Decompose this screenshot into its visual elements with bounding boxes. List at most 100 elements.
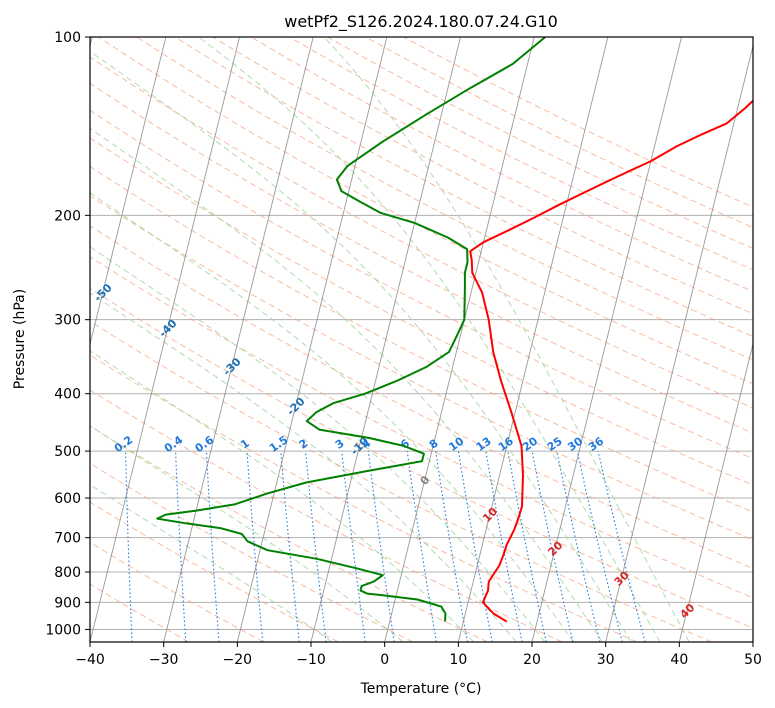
mixing-ratio-label: 3 [333,437,347,452]
dry-adiabats [90,37,753,642]
mixing-ratio-line [507,451,547,642]
dry-adiabat [250,37,753,293]
moist-adiabat [90,50,632,642]
x-axis-ticks: −40 −30 −20 −10 0 10 20 30 40 50 [75,642,762,668]
mixing-ratio-line [205,451,220,642]
y-axis-ticks: 1000 900 800 700 600 500 400 300 200 100 [45,30,90,638]
isotherm [678,342,753,642]
dry-adiabat [90,82,753,434]
moist-adiabat [90,292,517,642]
isotherm-label: -30 [220,355,243,378]
mixing-ratio-line [125,451,133,642]
mixing-ratio-line [576,450,623,642]
mixing-ratio-label: 1.5 [267,433,290,455]
sounding-profiles [156,37,753,623]
mixing-ratio-line [280,451,300,642]
y-tick-label: 900 [54,595,81,611]
x-tick-label: −30 [149,652,179,668]
dry-adiabat [136,37,753,361]
chart-title: wetPf2_S126.2024.180.07.24.G10 [284,12,558,32]
x-tick-label: 20 [523,652,541,668]
mixing-ratio-line [457,451,493,642]
mixing-ratio-line [341,451,366,642]
y-tick-label: 600 [54,491,81,507]
dry-adiabat [90,425,488,642]
isotherms [90,37,753,642]
y-tick-label: 100 [54,30,81,46]
dry-adiabat [90,462,414,642]
x-tick-label: 10 [449,652,467,668]
x-tick-label: 0 [380,652,389,668]
dry-adiabat [212,37,753,315]
isotherm [531,37,682,642]
y-tick-label: 500 [54,444,81,460]
plot-area: -100-90-80-70-60-50-40-30-20-10010203040… [28,37,753,642]
plot-frame [89,36,754,643]
y-axis-label: Pressure (hPa) [12,289,28,389]
x-axis-label: Temperature (°C) [360,681,482,697]
mixing-ratio-line [597,450,646,642]
mixing-ratio-labels: 0.1 0.2 0.4 0.6 1 1.5 2 3 4 6 8 10 13 16 20 25 30 36 [112,433,607,455]
mixing-ratio-line [406,451,437,642]
x-tick-label: 40 [670,652,688,668]
moist-adiabat [90,484,333,642]
isotherm [163,37,314,642]
y-tick-label: 800 [54,565,81,581]
y-tick-label: 200 [54,208,81,224]
x-tick-label: −20 [223,652,253,668]
dry-adiabat [90,195,753,541]
mixing-ratio-line [556,450,601,642]
temperature-line [469,99,753,623]
mixing-ratio-line [175,451,187,642]
dry-adiabat [90,583,190,642]
dry-adiabat [90,541,264,642]
y-tick-label: 400 [54,387,81,403]
isotherm-label: -60 [28,238,51,261]
dry-adiabat [90,389,563,642]
isotherm [90,37,167,346]
dry-adiabat [90,320,712,642]
isotherm-label: -50 [91,281,114,304]
isotherm [310,37,461,642]
isotherm-label: 20 [545,539,565,559]
x-tick-label: 50 [744,652,762,668]
moist-adiabat [90,350,475,642]
dry-adiabat [98,37,753,385]
dry-adiabat [90,56,753,409]
x-tick-label: −10 [296,652,326,668]
isotherm-label: 40 [677,601,697,621]
moist-adiabat [90,246,546,642]
pressure-gridlines [90,37,753,630]
y-tick-label: 300 [54,313,81,329]
isotherm [384,37,535,642]
mixing-ratio-line [531,450,574,642]
moist-adiabat [90,127,603,642]
x-tick-label: 30 [597,652,615,668]
mixing-ratio-line [304,451,327,642]
x-tick-label: −40 [75,652,105,668]
y-tick-label: 1000 [45,622,81,638]
isotherm [605,44,753,642]
mixing-ratio-label: 0.6 [193,433,217,455]
moist-adiabat [323,37,690,642]
moist-adiabat [198,37,661,642]
isotherm [752,640,753,642]
mixing-ratio-label: 0.4 [162,433,186,455]
mixing-ratio-label: 2 [297,437,311,452]
mixing-ratio-line [367,451,395,642]
dry-adiabat [90,501,339,642]
isotherm [236,37,388,642]
mixing-ratio-line [485,451,523,642]
mixing-ratio-line [246,451,264,642]
dry-adiabat [174,37,753,338]
dewpoint-line [156,37,546,622]
isotherm [90,37,240,642]
moist-adiabats [90,37,690,642]
dry-adiabat [90,165,753,513]
y-tick-label: 700 [54,531,81,547]
moist-adiabat [90,192,574,642]
isotherm [457,37,609,642]
dry-adiabat [90,354,638,642]
